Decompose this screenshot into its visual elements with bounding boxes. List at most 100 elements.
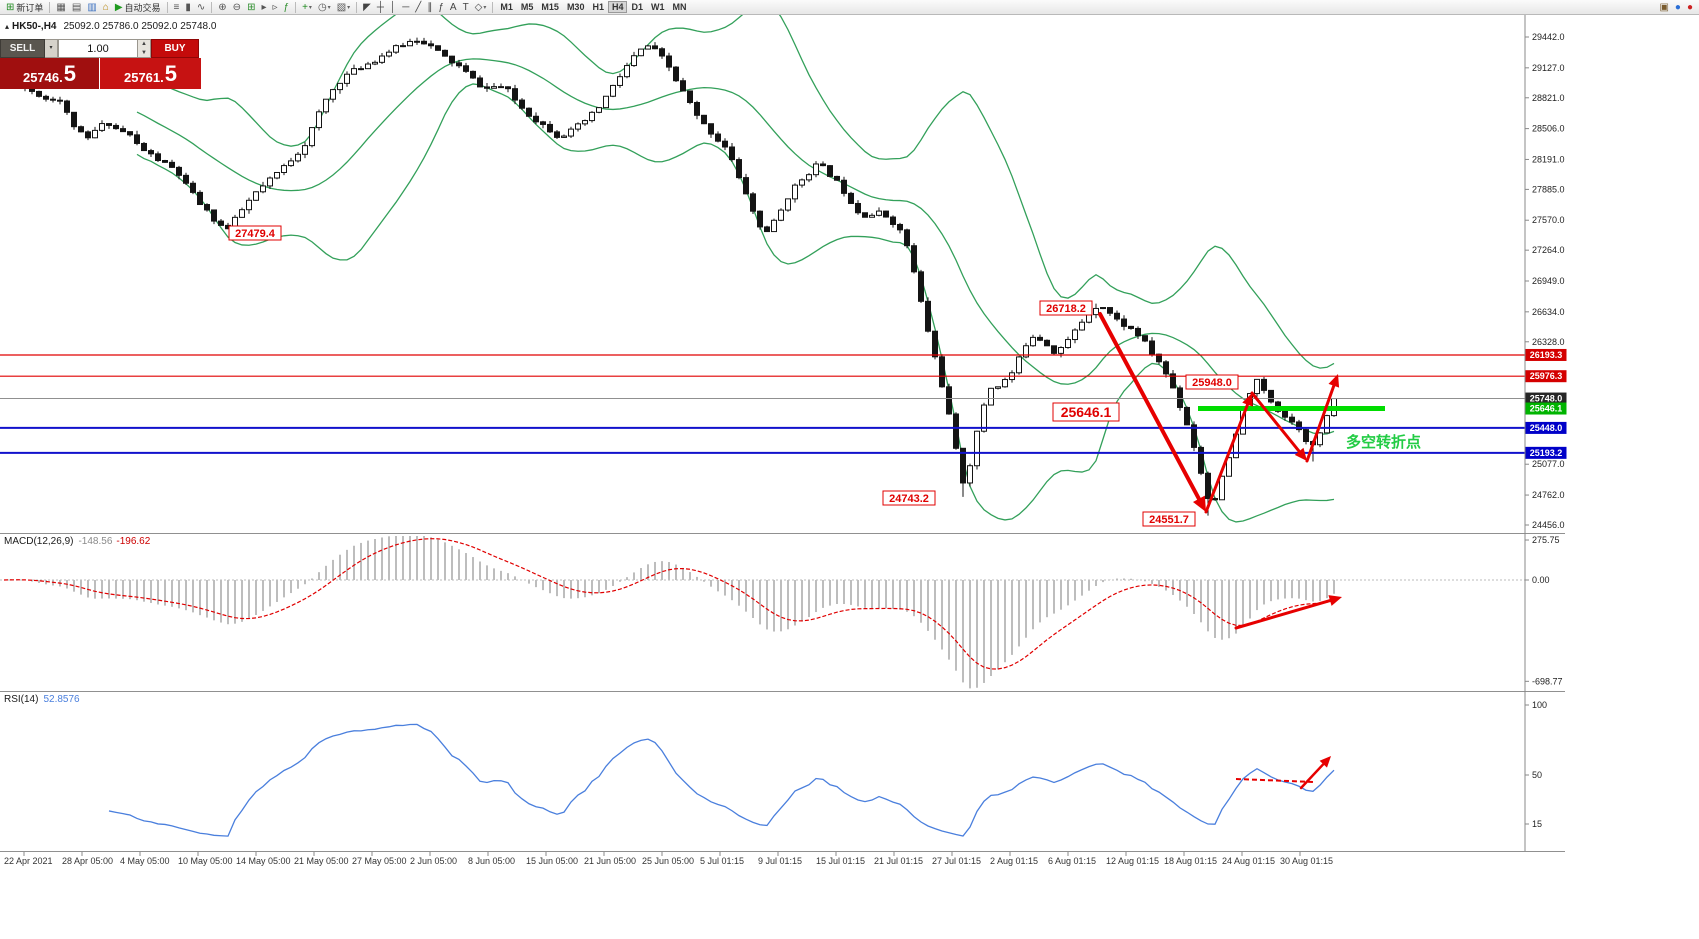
one-click-trading-panel: SELL ▾ ▲ ▼ BUY 25746.5 25761.5 xyxy=(0,39,201,89)
volume-dropdown-icon[interactable]: ▾ xyxy=(45,39,58,58)
shapes-icon[interactable]: ◇ ▾ xyxy=(472,0,490,15)
sell-button[interactable]: SELL xyxy=(0,39,45,58)
channel-icon[interactable]: ∥ xyxy=(424,0,435,15)
dropdown-caret-icon: ▾ xyxy=(308,4,312,11)
auto-trading-button-label: 自动交易 xyxy=(124,2,161,13)
fibonacci-icon-glyph: ƒ xyxy=(438,1,444,13)
candlestick-chart-icon[interactable]: ▮ xyxy=(182,0,194,15)
shapes-icon-glyph: ◇ xyxy=(474,1,483,13)
new-order-button-label: 新订单 xyxy=(16,2,44,13)
timeframe-m15[interactable]: M15 xyxy=(541,2,559,12)
add-indicator-icon[interactable]: + ▾ xyxy=(299,0,315,15)
macd-signal-value: -196.62 xyxy=(116,536,151,547)
date-axis[interactable]: 22 Apr 2021 28 Apr 05:00 4 May 05:00 10 May… xyxy=(4,852,1333,866)
zoom-in-icon-glyph: ⊕ xyxy=(218,1,227,13)
buy-price-int: 25761 xyxy=(123,70,161,85)
sell-price-display[interactable]: 25746. 5 xyxy=(0,58,99,89)
svg-text:24 Aug 01:15: 24 Aug 01:15 xyxy=(1222,856,1275,866)
svg-text:21 Jul 01:15: 21 Jul 01:15 xyxy=(874,856,923,866)
macd-signal-line xyxy=(3,538,1335,670)
zoom-in-icon[interactable]: ⊕ xyxy=(215,0,229,15)
symbol-period-label: HK50-,H4 xyxy=(12,21,57,32)
cursor-icon[interactable]: ◤ xyxy=(360,0,374,15)
indicator-axis[interactable]: 275.75 0.00 -698.77 100 50 15 xyxy=(1525,535,1563,829)
candlestick-chart-icon-glyph: ▮ xyxy=(185,1,191,13)
svg-text:9 Jul 01:15: 9 Jul 01:15 xyxy=(758,856,802,866)
panel-separators xyxy=(0,533,1565,852)
svg-text:24762.0: 24762.0 xyxy=(1532,490,1565,500)
fibonacci-icon[interactable]: ƒ xyxy=(435,0,447,15)
timeframe-h1[interactable]: H1 xyxy=(592,2,604,12)
text-tool-icon-glyph: A xyxy=(449,1,457,13)
auto-scroll-icon[interactable]: ▸ xyxy=(258,0,269,15)
sell-price-int: 25746 xyxy=(22,70,60,85)
timeframe-h4[interactable]: H4 xyxy=(607,1,628,13)
periods-icon[interactable]: ◷ ▾ xyxy=(315,0,334,15)
svg-text:15: 15 xyxy=(1532,819,1542,829)
collapse-panel-icon[interactable]: ▴ xyxy=(5,22,10,31)
alerts-icon[interactable]: ● xyxy=(1684,0,1696,15)
new-order-button[interactable]: ⊞ 新订单 xyxy=(3,0,46,15)
bar-chart-icon[interactable]: ≡ xyxy=(171,0,183,15)
zoom-out-icon[interactable]: ⊖ xyxy=(230,0,244,15)
svg-text:5 Jul 01:15: 5 Jul 01:15 xyxy=(700,856,744,866)
community-icon[interactable]: ● xyxy=(1672,0,1684,15)
candles xyxy=(1,37,1337,516)
chart-shift-icon[interactable]: ▹ xyxy=(269,0,280,15)
toolbar-separator xyxy=(295,1,297,13)
timeframe-m5[interactable]: M5 xyxy=(520,2,534,12)
timeframe-m30[interactable]: M30 xyxy=(566,2,585,12)
svg-text:0.00: 0.00 xyxy=(1532,575,1550,585)
indicators-list-icon[interactable]: ƒ xyxy=(281,0,293,15)
timeframe-w1[interactable]: W1 xyxy=(651,2,665,12)
svg-text:8 Jun 05:00: 8 Jun 05:00 xyxy=(468,856,515,866)
line-chart-icon[interactable]: ∿ xyxy=(194,0,208,15)
svg-text:30 Aug 01:15: 30 Aug 01:15 xyxy=(1280,856,1333,866)
profiles-icon-glyph: ▤ xyxy=(71,1,82,13)
svg-text:27264.0: 27264.0 xyxy=(1532,245,1565,255)
timeframe-m1[interactable]: M1 xyxy=(500,2,513,12)
volume-down-icon[interactable]: ▼ xyxy=(141,49,147,56)
navigator-icon[interactable]: ⌂ xyxy=(100,0,112,15)
svg-text:275.75: 275.75 xyxy=(1532,535,1560,545)
buy-price-display[interactable]: 25761. 5 xyxy=(100,58,201,89)
sell-price-frac: 5 xyxy=(63,60,77,86)
volume-stepper[interactable]: ▲ ▼ xyxy=(138,39,151,58)
auto-trading-button[interactable]: ▶ 自动交易 xyxy=(112,0,164,15)
level-lines xyxy=(0,354,1525,454)
svg-text:25448.0: 25448.0 xyxy=(1530,423,1563,433)
market-watch-icon[interactable]: ▥ xyxy=(84,0,99,15)
crosshair-icon[interactable]: ┼ xyxy=(374,0,387,15)
price-axis[interactable]: 29442.0 29127.0 28821.0 28506.0 28191.0 27885… xyxy=(1524,15,1567,851)
trendline-icon-glyph: ╱ xyxy=(415,1,422,13)
text-tool-icon[interactable]: A xyxy=(447,0,460,15)
svg-text:27570.0: 27570.0 xyxy=(1532,215,1565,225)
tile-windows-icon[interactable]: ⊞ xyxy=(244,0,258,15)
screenshot-icon[interactable]: ▣ xyxy=(1656,0,1671,15)
svg-text:28 Apr 05:00: 28 Apr 05:00 xyxy=(62,856,113,866)
timeframe-d1[interactable]: D1 xyxy=(631,2,643,12)
buy-button[interactable]: BUY xyxy=(151,39,199,58)
templates-icon[interactable]: ▧ ▾ xyxy=(334,0,353,15)
rsi-name: RSI(14) xyxy=(4,694,39,705)
svg-text:29442.0: 29442.0 xyxy=(1532,32,1565,42)
ohlc-values: 25092.0 25786.0 25092.0 25748.0 xyxy=(63,21,217,32)
trendline-icon[interactable]: ╱ xyxy=(412,0,424,15)
profiles-icon[interactable]: ▤ xyxy=(69,0,84,15)
svg-text:25646.1: 25646.1 xyxy=(1530,404,1563,414)
horizontal-line-icon[interactable]: ─ xyxy=(399,0,412,15)
sell-price-sep: . xyxy=(59,70,63,85)
cursor-icon-glyph: ◤ xyxy=(363,1,371,13)
volume-up-icon[interactable]: ▲ xyxy=(141,41,147,47)
label-tool-icon[interactable]: T xyxy=(460,0,472,15)
svg-text:15 Jun 05:00: 15 Jun 05:00 xyxy=(526,856,578,866)
dropdown-caret-icon: ▾ xyxy=(327,4,331,11)
chart-window-icon[interactable]: ▦ xyxy=(53,0,68,15)
timeframe-mn[interactable]: MN xyxy=(672,2,687,12)
dropdown-caret-icon: ▾ xyxy=(483,4,487,11)
new-order-button-glyph: ⊞ xyxy=(6,1,15,13)
vertical-line-icon[interactable]: │ xyxy=(387,0,399,15)
volume-input[interactable] xyxy=(58,39,138,58)
rsi-value: 52.8576 xyxy=(43,694,80,705)
